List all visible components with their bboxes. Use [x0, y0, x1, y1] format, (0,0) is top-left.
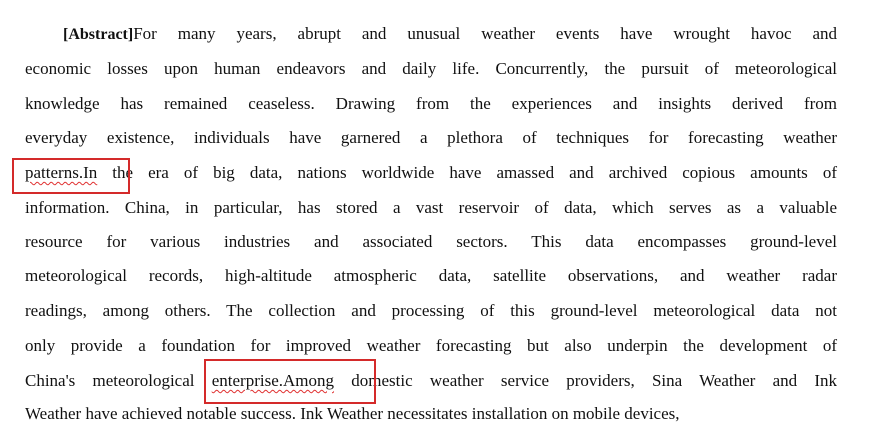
text-line-3: knowledge has remained ceaseless. Drawin…	[25, 94, 837, 113]
text-line-4: everyday existence, individuals have gar…	[25, 128, 837, 147]
text-line-10: only provide a foundation for improved w…	[25, 336, 837, 355]
text-line-2: economic losses upon human endeavors and…	[25, 59, 837, 78]
flagged-word-patterns[interactable]: patterns.In	[25, 163, 98, 182]
line-post: the era of big data, nations worldwide h…	[97, 163, 837, 182]
line-post: domestic weather service providers, Sina…	[334, 371, 838, 390]
line-pre: China's meteorological	[25, 371, 212, 390]
text-line-6: information. China, in particular, has s…	[25, 198, 837, 217]
text-line-9: readings, among others. The collection a…	[25, 301, 837, 320]
text-line-5: patterns.In the era of big data, nations…	[25, 162, 837, 184]
text-line-7: resource for various industries and asso…	[25, 232, 837, 251]
text-line-12: Weather have achieved notable success. I…	[25, 404, 680, 423]
abstract-label: [Abstract]	[63, 26, 134, 43]
text-line-1: [Abstract]For many years, abrupt and unu…	[63, 23, 837, 45]
text-line-8: meteorological records, high-altitude at…	[25, 266, 837, 285]
flagged-word-enterprise[interactable]: enterprise.Among	[211, 371, 335, 390]
line-text: For many years, abrupt and unusual weath…	[133, 24, 837, 43]
text-line-11: China's meteorological enterprise.Among …	[25, 370, 837, 392]
